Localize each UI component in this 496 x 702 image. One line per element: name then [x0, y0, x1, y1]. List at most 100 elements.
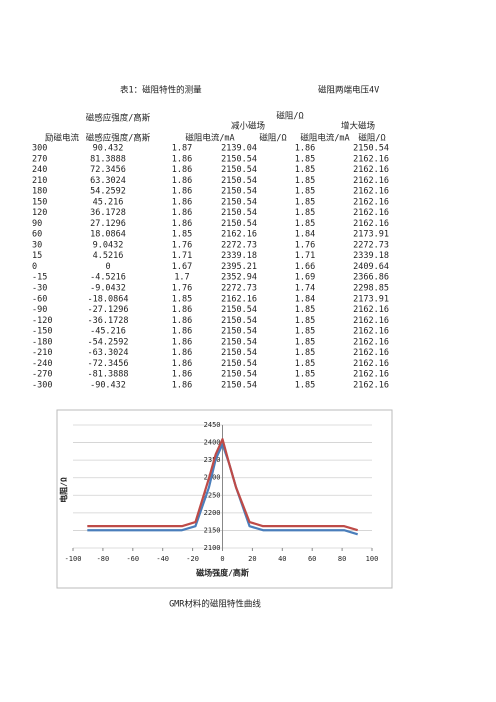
cell: -150	[32, 327, 52, 337]
cell: 2162.16	[353, 348, 389, 358]
cell: 60	[32, 230, 42, 240]
column-header: 励磁电流	[45, 133, 80, 144]
y-tick-label: 2200	[204, 509, 221, 517]
cell: -90.432	[90, 380, 126, 390]
chart-frame	[56, 409, 393, 589]
x-axis-label: 磁场强度/高斯	[196, 568, 249, 578]
cell: 2162.16	[353, 380, 389, 390]
cell: 2162.16	[353, 337, 389, 347]
cell: 120	[32, 208, 47, 218]
x-tick-label: -100	[65, 555, 82, 563]
cell: 2150.54	[221, 305, 257, 315]
y-tick-label: 2450	[204, 421, 221, 429]
cell: 1.85	[172, 294, 192, 304]
cell: -36.1728	[88, 316, 129, 326]
cell: 2139.04	[221, 144, 257, 154]
cell: 1.86	[172, 380, 192, 390]
cell: 30	[32, 240, 42, 250]
cell: 45.216	[93, 197, 124, 207]
cell: 1.85	[295, 176, 315, 186]
cell: 1.85	[295, 359, 315, 369]
x-tick-label: 100	[366, 555, 379, 563]
cell: 1.85	[295, 208, 315, 218]
cell: 1.84	[295, 230, 315, 240]
cell: 2366.86	[353, 273, 389, 283]
cell: 2150.54	[221, 187, 257, 197]
column-header: 磁阻/Ω	[358, 133, 385, 144]
x-tick-label: 60	[308, 555, 316, 563]
cell: 9.0432	[93, 240, 124, 250]
cell: 2162.16	[353, 370, 389, 380]
x-tick-label: 80	[338, 555, 346, 563]
series-line	[87, 438, 359, 532]
x-tick-label: 0	[220, 555, 224, 563]
cell: 2162.16	[353, 316, 389, 326]
cell: 150	[32, 197, 47, 207]
column-header: 磁阻电流/mA	[300, 133, 349, 144]
cell: -4.5216	[90, 273, 126, 283]
cell: 0	[32, 262, 37, 272]
cell: 1.67	[172, 262, 192, 272]
cell: 2150.54	[221, 380, 257, 390]
cell: 18.0864	[90, 230, 126, 240]
cell: 2339.18	[353, 251, 389, 261]
cell: 2150.54	[221, 348, 257, 358]
x-tick-label: 40	[278, 555, 286, 563]
cell: -270	[32, 370, 52, 380]
cell: 2162.16	[221, 230, 257, 240]
cell: 2150.54	[221, 176, 257, 186]
cell: 1.76	[172, 284, 192, 294]
cell: -15	[32, 273, 47, 283]
cell: 2150.54	[221, 337, 257, 347]
cell: 2162.16	[353, 176, 389, 186]
x-tick-label: -60	[126, 555, 139, 563]
cell: 2162.16	[353, 197, 389, 207]
cell: 2272.73	[353, 240, 389, 250]
cell: 180	[32, 187, 47, 197]
x-tick-label: -40	[156, 555, 169, 563]
cell: 2150.54	[221, 359, 257, 369]
cell: 2150.54	[221, 219, 257, 229]
cell: 2339.18	[221, 251, 257, 261]
cell: 2150.54	[221, 208, 257, 218]
cell: 27.1296	[90, 219, 126, 229]
cell: 1.74	[295, 284, 315, 294]
caption: GMR材料的磁阻特性曲线	[169, 599, 261, 610]
cell: -60	[32, 294, 47, 304]
cell: 1.86	[172, 208, 192, 218]
cell: 1.84	[295, 294, 315, 304]
cell: 2150.54	[221, 316, 257, 326]
cell: 2162.16	[353, 327, 389, 337]
cell: -90	[32, 305, 47, 315]
cell: -27.1296	[88, 305, 129, 315]
header: 磁阻/Ω	[276, 111, 303, 122]
cell: 1.86	[295, 144, 315, 154]
cell: 63.3024	[90, 176, 126, 186]
cell: -9.0432	[90, 284, 126, 294]
cell: 36.1728	[90, 208, 126, 218]
cell: 270	[32, 154, 47, 164]
cell: 2409.64	[353, 262, 389, 272]
cell: 1.86	[172, 327, 192, 337]
cell: 1.85	[295, 348, 315, 358]
cell: 2150.54	[221, 154, 257, 164]
cell: 1.85	[295, 305, 315, 315]
cell: 2150.54	[221, 327, 257, 337]
cell: 2150.54	[221, 197, 257, 207]
cell: 1.66	[295, 262, 315, 272]
cell: 1.85	[295, 380, 315, 390]
cell: 1.86	[172, 197, 192, 207]
cell: -210	[32, 348, 52, 358]
cell: 1.85	[295, 187, 315, 197]
cell: 1.87	[172, 144, 192, 154]
cell: 2162.16	[353, 154, 389, 164]
cell: 2173.91	[353, 230, 389, 240]
cell: 1.85	[295, 337, 315, 347]
series-line	[87, 443, 359, 536]
cell: 1.86	[172, 165, 192, 175]
cell: 15	[32, 251, 42, 261]
cell: 1.86	[172, 154, 192, 164]
y-tick-label: 2400	[204, 439, 221, 447]
cell: 90	[32, 219, 42, 229]
cell: -300	[32, 380, 52, 390]
